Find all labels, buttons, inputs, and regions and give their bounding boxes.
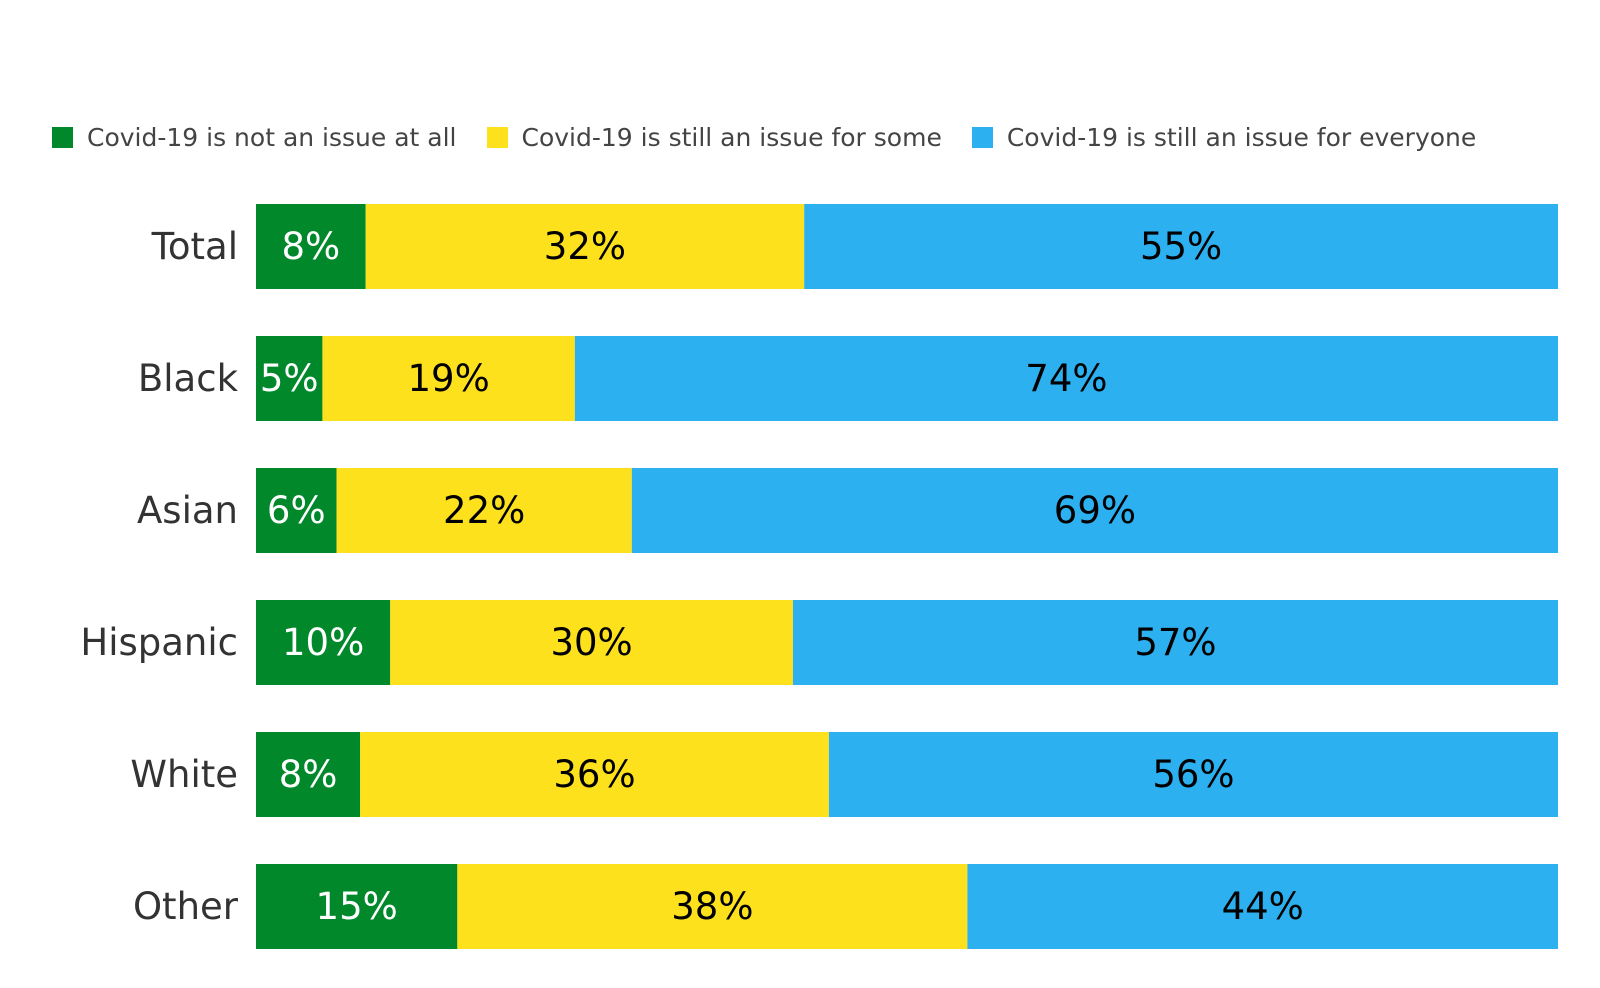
category-label: Black [138, 357, 239, 400]
data-label: 8% [281, 225, 340, 268]
bar-segment [792, 600, 1558, 685]
data-label: 8% [279, 753, 338, 796]
bar-segment [256, 204, 366, 289]
bar-row-asian: Asian 6% 22% 69% [137, 468, 1558, 553]
bar-segment [631, 468, 1558, 553]
bar-row-other: Other 15% 38% 44% [133, 864, 1558, 949]
bar-segment [828, 732, 1558, 817]
bar-segment [574, 336, 1558, 421]
bar-segment [967, 864, 1558, 949]
bar-segment [256, 600, 391, 685]
chart-legend: Covid-19 is not an issue at all Covid-19… [52, 117, 1476, 157]
legend-swatch-blue [971, 126, 993, 148]
data-label: 15% [316, 885, 398, 928]
data-label: 30% [550, 621, 632, 664]
data-label: 74% [1025, 357, 1107, 400]
bar-segment [360, 732, 829, 817]
data-label: 55% [1140, 225, 1222, 268]
bar-segment [256, 336, 323, 421]
legend-item-issue-for-everyone: Covid-19 is still an issue for everyone [971, 122, 1477, 152]
data-label: 36% [553, 753, 635, 796]
bar-segment [322, 336, 575, 421]
category-label: Hispanic [80, 621, 238, 664]
data-label: 10% [282, 621, 364, 664]
data-label: 38% [671, 885, 753, 928]
legend-label: Covid-19 is still an issue for some [521, 122, 942, 152]
data-label: 69% [1054, 489, 1136, 532]
data-label: 32% [544, 225, 626, 268]
data-label: 57% [1134, 621, 1216, 664]
category-label: Total [151, 225, 238, 268]
data-label: 22% [443, 489, 525, 532]
category-label: White [130, 753, 238, 796]
bar-segment [256, 732, 361, 817]
bar-segment [336, 468, 632, 553]
legend-swatch-yellow [486, 126, 508, 148]
bar-segment [390, 600, 793, 685]
bar-row-black: Black 5% 19% 74% [138, 336, 1558, 421]
bar-row-white: White 8% 36% 56% [130, 732, 1558, 817]
legend-label: Covid-19 is not an issue at all [87, 122, 457, 152]
data-label: 19% [408, 357, 490, 400]
bar-row-hispanic: Hispanic 10% 30% 57% [80, 600, 1558, 685]
bar-segment [365, 204, 805, 289]
bar-segment [256, 864, 458, 949]
bar-segment [256, 468, 337, 553]
bar-segment [457, 864, 968, 949]
data-label: 44% [1222, 885, 1304, 928]
bar-segment [804, 204, 1558, 289]
data-label: 56% [1152, 753, 1234, 796]
legend-item-issue-for-some: Covid-19 is still an issue for some [486, 122, 942, 152]
bar-row-total: Total 8% 32% 55% [151, 204, 1558, 289]
category-label: Asian [137, 489, 238, 532]
data-label: 5% [260, 357, 319, 400]
legend-label: Covid-19 is still an issue for everyone [1006, 122, 1477, 152]
data-label: 6% [267, 489, 326, 532]
legend-swatch-green [52, 126, 73, 148]
legend-item-not-an-issue: Covid-19 is not an issue at all [52, 123, 457, 152]
category-label: Other [133, 885, 239, 928]
